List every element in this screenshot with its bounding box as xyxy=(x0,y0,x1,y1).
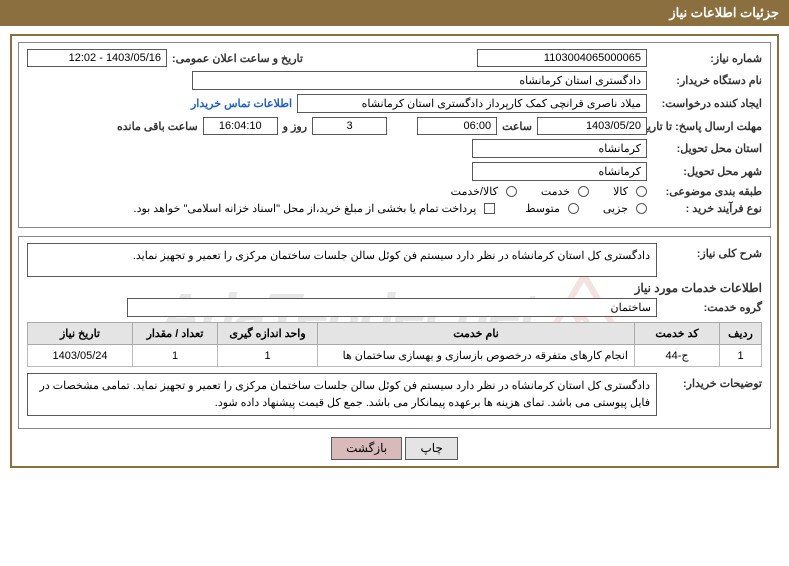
radio-small-label: جزیی xyxy=(603,202,628,215)
need-number-label: شماره نیاز: xyxy=(652,52,762,65)
main-container: شماره نیاز: 1103004065000065 تاریخ و ساع… xyxy=(10,34,779,468)
radio-goods-label: کالا xyxy=(613,185,628,198)
radio-service[interactable] xyxy=(578,186,589,197)
th-name: نام خدمت xyxy=(318,323,635,345)
deadline-time-field: 06:00 xyxy=(417,117,497,135)
radio-both-label: کالا/خدمت xyxy=(451,185,498,198)
time-label: ساعت xyxy=(502,120,532,133)
button-bar: چاپ بازگشت xyxy=(18,437,771,460)
cell-unit: 1 xyxy=(218,345,318,367)
clock-remaining-field: 16:04:10 xyxy=(203,117,278,135)
desc-fieldset: شرح کلی نیاز: دادگستری کل استان کرمانشاه… xyxy=(18,236,771,429)
deadline-date-field: 1403/05/20 xyxy=(537,117,647,135)
subject-class-label: طبقه بندی موضوعی: xyxy=(652,185,762,198)
cell-qty: 1 xyxy=(133,345,218,367)
service-group-field: ساختمان xyxy=(127,298,657,317)
days-remaining-field: 3 xyxy=(312,117,387,135)
city-field: کرمانشاه xyxy=(472,162,647,181)
process-type-label: نوع فرآیند خرید : xyxy=(652,202,762,215)
th-qty: تعداد / مقدار xyxy=(133,323,218,345)
creator-label: ایجاد کننده درخواست: xyxy=(652,97,762,110)
service-group-label: گروه خدمت: xyxy=(662,301,762,314)
islamic-note: پرداخت تمام یا بخشی از مبلغ خرید،از محل … xyxy=(134,202,477,215)
th-row: ردیف xyxy=(720,323,762,345)
general-desc-text: دادگستری کل استان کرمانشاه در نظر دارد س… xyxy=(27,243,657,277)
cell-row: 1 xyxy=(720,345,762,367)
radio-service-label: خدمت xyxy=(541,185,570,198)
province-label: استان محل تحویل: xyxy=(652,142,762,155)
general-desc-label: شرح کلی نیاز: xyxy=(662,243,762,260)
th-code: کد خدمت xyxy=(635,323,720,345)
buyer-org-label: نام دستگاه خریدار: xyxy=(652,74,762,87)
th-date: تاریخ نیاز xyxy=(28,323,133,345)
page-header: جزئیات اطلاعات نیاز xyxy=(0,0,789,26)
buyer-notes-label: توضیحات خریدار: xyxy=(662,373,762,390)
cell-code: ج-44 xyxy=(635,345,720,367)
buyer-org-field: دادگستری استان کرمانشاه xyxy=(192,71,647,90)
need-number-field: 1103004065000065 xyxy=(477,49,647,67)
services-table: ردیف کد خدمت نام خدمت واحد اندازه گیری ت… xyxy=(27,322,762,367)
radio-small[interactable] xyxy=(636,203,647,214)
announce-label: تاریخ و ساعت اعلان عمومی: xyxy=(172,52,303,65)
radio-medium[interactable] xyxy=(568,203,579,214)
radio-goods[interactable] xyxy=(636,186,647,197)
th-unit: واحد اندازه گیری xyxy=(218,323,318,345)
info-fieldset: شماره نیاز: 1103004065000065 تاریخ و ساع… xyxy=(18,42,771,228)
days-and-label: روز و xyxy=(283,120,307,133)
buyer-notes-text: دادگستری کل استان کرمانشاه در نظر دارد س… xyxy=(27,373,657,416)
contact-link[interactable]: اطلاعات تماس خریدار xyxy=(191,97,292,110)
cell-name: انجام کارهای متفرقه درخصوص بازسازی و بهس… xyxy=(318,345,635,367)
province-field: کرمانشاه xyxy=(472,139,647,158)
radio-medium-label: متوسط xyxy=(525,202,560,215)
table-row: 1 ج-44 انجام کارهای متفرقه درخصوص بازساز… xyxy=(28,345,762,367)
cell-date: 1403/05/24 xyxy=(28,345,133,367)
page-title: جزئیات اطلاعات نیاز xyxy=(669,5,779,20)
print-button[interactable]: چاپ xyxy=(405,437,457,460)
city-label: شهر محل تحویل: xyxy=(652,165,762,178)
back-button[interactable]: بازگشت xyxy=(331,437,402,460)
deadline-label: مهلت ارسال پاسخ: تا تاریخ: xyxy=(652,120,762,133)
announce-field: 1403/05/16 - 12:02 xyxy=(27,49,167,67)
remaining-label: ساعت باقی مانده xyxy=(117,120,198,133)
checkbox-islamic[interactable] xyxy=(484,203,495,214)
radio-both[interactable] xyxy=(506,186,517,197)
creator-field: میلاد ناصری قرانچی کمک کارپرداز دادگستری… xyxy=(297,94,647,113)
services-title: اطلاعات خدمات مورد نیاز xyxy=(27,281,762,295)
